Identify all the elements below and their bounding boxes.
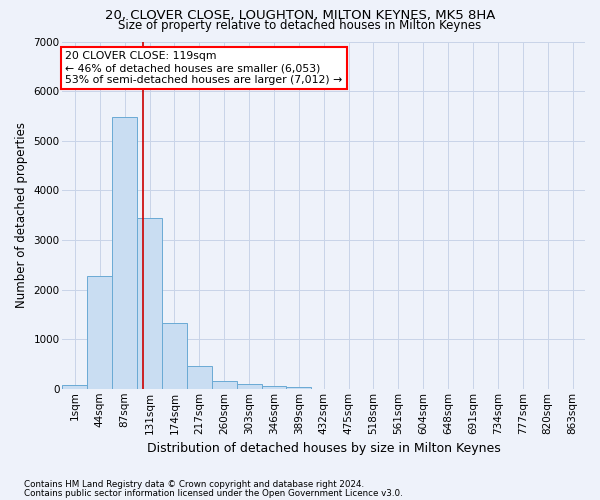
X-axis label: Distribution of detached houses by size in Milton Keynes: Distribution of detached houses by size … (147, 442, 500, 455)
Bar (286, 387, 311, 389)
Text: 20 CLOVER CLOSE: 119sqm
← 46% of detached houses are smaller (6,053)
53% of semi: 20 CLOVER CLOSE: 119sqm ← 46% of detache… (65, 52, 342, 84)
Text: 20, CLOVER CLOSE, LOUGHTON, MILTON KEYNES, MK5 8HA: 20, CLOVER CLOSE, LOUGHTON, MILTON KEYNE… (105, 9, 495, 22)
Bar (112, 117, 137, 389)
Bar (137, 218, 162, 389)
Text: Size of property relative to detached houses in Milton Keynes: Size of property relative to detached ho… (118, 18, 482, 32)
Text: Contains public sector information licensed under the Open Government Licence v3: Contains public sector information licen… (24, 488, 403, 498)
Bar (88, 276, 112, 389)
Bar (187, 366, 212, 389)
Y-axis label: Number of detached properties: Number of detached properties (15, 122, 28, 308)
Bar (162, 324, 187, 389)
Bar (262, 386, 286, 389)
Text: Contains HM Land Registry data © Crown copyright and database right 2024.: Contains HM Land Registry data © Crown c… (24, 480, 364, 489)
Bar (212, 380, 236, 389)
Bar (62, 385, 88, 389)
Bar (236, 384, 262, 389)
